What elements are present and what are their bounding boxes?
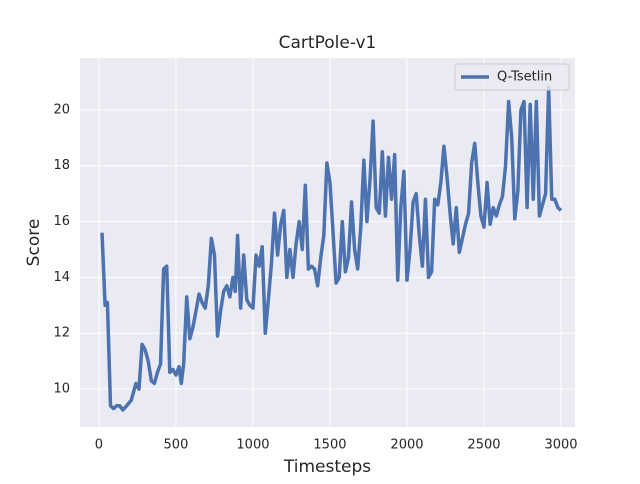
x-tick-label: 1000 [236, 438, 269, 453]
x-tick-label: 500 [164, 438, 189, 453]
y-tick-label: 14 [53, 270, 70, 285]
legend-label: Q-Tsetlin [497, 70, 552, 85]
x-tick-label: 2000 [390, 438, 423, 453]
plot-area [80, 58, 575, 427]
y-tick-label: 12 [53, 326, 70, 341]
chart-title: CartPole-v1 [279, 33, 377, 53]
y-axis-label: Score [24, 219, 44, 267]
legend-box [454, 63, 570, 91]
x-axis-label: Timesteps [283, 457, 371, 477]
y-tick-label: 10 [53, 382, 70, 397]
x-tick-label: 1500 [313, 438, 346, 453]
x-tick-label: 0 [95, 438, 103, 453]
x-tick-label: 3000 [544, 438, 577, 453]
y-tick-label: 18 [53, 158, 70, 173]
y-tick-label: 20 [53, 102, 70, 117]
x-tick-label: 2500 [467, 438, 500, 453]
line [100, 85, 563, 412]
y-tick-label: 16 [53, 214, 70, 229]
